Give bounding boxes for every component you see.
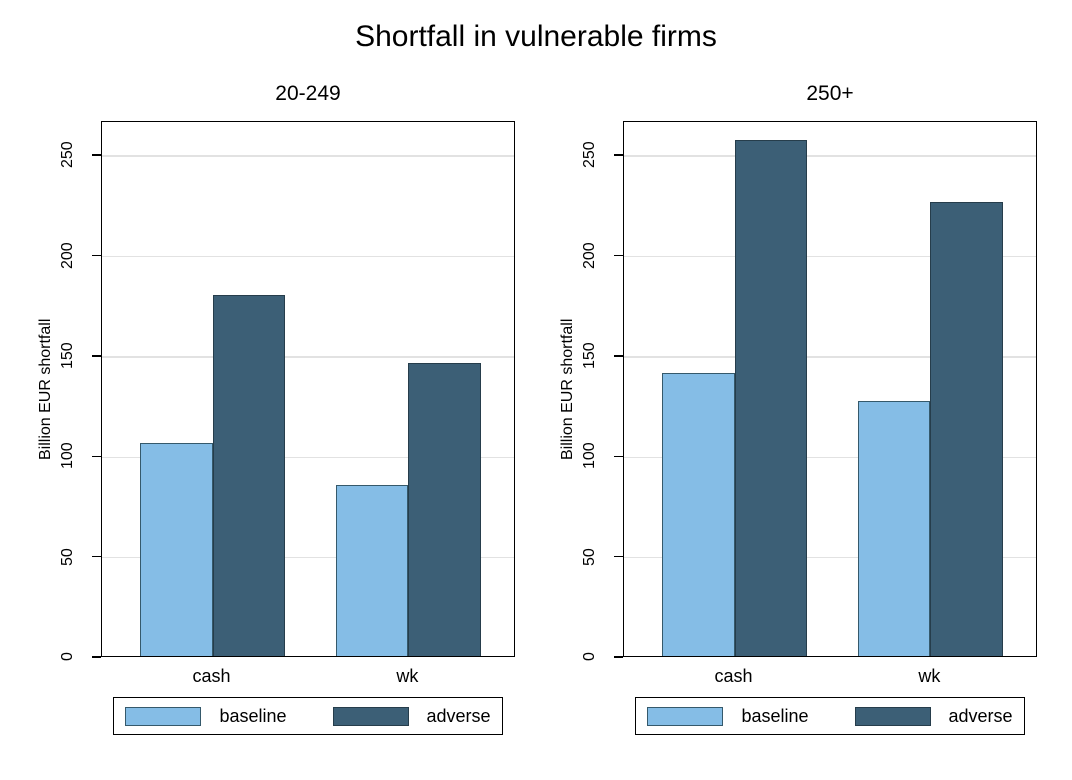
gridline (624, 456, 1036, 458)
y-tick-label: 0 (581, 652, 598, 662)
y-tick (614, 154, 623, 156)
gridline (624, 255, 1036, 258)
legend-swatch-adverse (332, 706, 409, 726)
y-tick (92, 656, 101, 658)
legend-item-baseline: baseline (647, 706, 809, 726)
legend-label-adverse: adverse (948, 706, 1013, 726)
gridline (624, 155, 1036, 157)
panel-left-20-249: 20-249 0 50 100 150 200 250 Billion EUR shortfa… (37, 82, 515, 735)
y-tick-label: 150 (59, 342, 76, 370)
bar-adverse-wk (408, 362, 481, 656)
gridline (102, 255, 514, 258)
legend-item-adverse: adverse (332, 706, 491, 726)
y-tick-label: 100 (59, 442, 76, 470)
legend-swatch-adverse (854, 706, 931, 726)
chart-title: Shortfall in vulnerable firms (355, 20, 717, 53)
y-tick (614, 555, 623, 558)
legend-item-adverse: adverse (854, 706, 1013, 726)
gridline (624, 556, 1036, 559)
legend-swatch-baseline (125, 706, 202, 726)
gridline (102, 556, 514, 559)
panel-subtitle: 250+ (806, 82, 854, 105)
y-tick (92, 154, 101, 156)
y-tick (92, 355, 101, 357)
gridline (102, 356, 514, 358)
plot-area (101, 121, 515, 657)
plot-area (623, 121, 1037, 657)
y-tick-label: 200 (59, 242, 76, 269)
panel-right-250plus: 250+ 0 50 100 150 200 250 Billion EUR shortfall… (559, 82, 1037, 735)
legend-label-baseline: baseline (219, 706, 287, 726)
legend-label-baseline: baseline (741, 706, 809, 726)
y-tick (92, 555, 101, 558)
y-tick (92, 455, 101, 457)
y-axis-title: Billion EUR shortfall (559, 318, 576, 460)
bar-baseline-cash (140, 443, 213, 656)
y-tick-label: 50 (59, 547, 76, 566)
gridline (102, 456, 514, 458)
bar-baseline-wk (335, 485, 409, 656)
bar-baseline-wk (857, 401, 931, 656)
y-tick (614, 455, 623, 457)
x-category-label: cash (192, 666, 231, 686)
y-axis-title: Billion EUR shortfall (37, 318, 54, 460)
y-tick-label: 250 (581, 141, 598, 169)
y-tick (92, 254, 101, 257)
y-tick-label: 150 (581, 342, 598, 370)
y-tick-label: 200 (581, 242, 598, 269)
legend: baseline adverse (113, 697, 503, 735)
legend-label-adverse: adverse (426, 706, 491, 726)
panel-subtitle: 20-249 (275, 82, 341, 105)
y-tick-label: 100 (581, 442, 598, 470)
y-tick-label: 50 (581, 547, 598, 566)
y-tick-label: 250 (59, 141, 76, 169)
y-tick (614, 355, 623, 357)
legend-swatch-baseline (647, 706, 724, 726)
y-tick-label: 0 (59, 652, 76, 662)
bar-baseline-cash (662, 372, 735, 656)
y-tick (614, 656, 623, 658)
gridline (624, 356, 1036, 358)
x-category-label: wk (396, 666, 419, 686)
legend: baseline adverse (635, 697, 1025, 735)
bar-adverse-wk (930, 202, 1003, 656)
bar-adverse-cash (212, 294, 286, 656)
x-category-label: cash (714, 666, 753, 686)
y-tick (614, 254, 623, 257)
x-category-label: wk (918, 666, 941, 686)
legend-item-baseline: baseline (125, 706, 287, 726)
bar-adverse-cash (734, 140, 808, 656)
gridline (102, 155, 514, 157)
